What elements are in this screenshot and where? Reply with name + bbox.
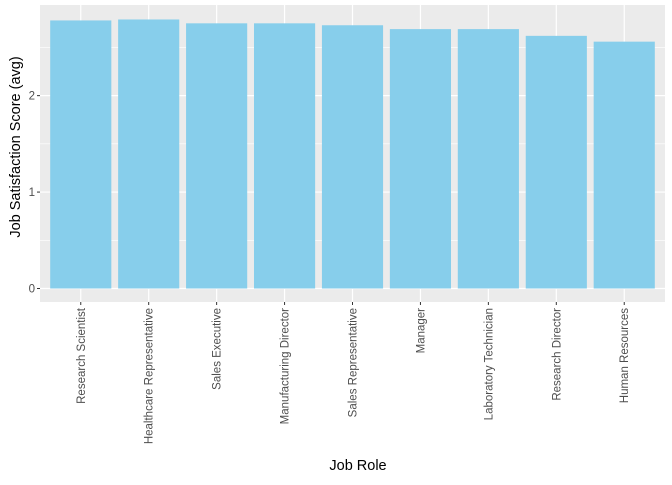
y-axis-ticks: 0 1 2 (29, 91, 40, 296)
bar (321, 25, 384, 289)
x-tick-label: Research Director (551, 308, 563, 401)
y-axis-title: Job Satisfaction Score (avg) (8, 56, 24, 237)
bar (525, 35, 587, 289)
bar (389, 29, 452, 289)
x-tick-label: Sales Representative (348, 308, 360, 417)
y-tick-label: 1 (29, 187, 35, 199)
y-tick-label: 0 (29, 284, 35, 296)
bars (50, 19, 655, 289)
y-tick-label: 2 (29, 91, 35, 103)
x-tick-label: Laboratory Technician (483, 308, 495, 420)
x-axis-ticks: Research Scientist Healthcare Representat… (76, 302, 631, 444)
bar (593, 41, 655, 289)
x-tick-label: Healthcare Representative (144, 308, 156, 444)
bar (186, 23, 248, 289)
x-tick-label: Research Scientist (76, 307, 88, 404)
x-axis-title: Job Role (329, 458, 386, 474)
x-tick-label: Manufacturing Director (280, 308, 292, 424)
bar (50, 20, 112, 289)
bar (118, 19, 180, 289)
bar (253, 23, 316, 289)
x-tick-label: Manager (415, 308, 427, 354)
x-tick-label: Human Resources (619, 308, 631, 403)
bar (457, 29, 519, 289)
x-tick-label: Sales Executive (212, 308, 224, 390)
